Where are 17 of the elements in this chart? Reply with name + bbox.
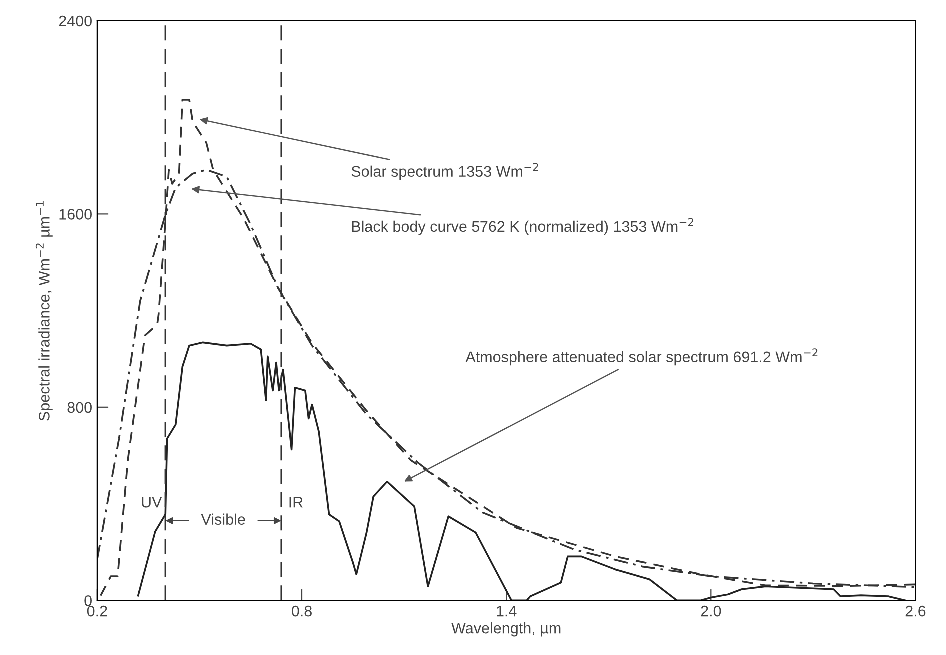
x-tick-label: 2.0 [701, 606, 722, 617]
annotation: Atmosphere attenuated solar spectrum 691.2 Wm$^{−2}$ [466, 348, 818, 366]
y-tick-label: 0 [84, 596, 92, 606]
x-tick-label: 0.8 [292, 606, 312, 617]
x-axis-title: Wavelength, µm [452, 622, 561, 637]
x-tick-label: 0.2 [87, 606, 108, 617]
x-tick-label: 1.4 [497, 606, 517, 617]
y-tick-label: 1600 [60, 209, 92, 220]
x-tick-label: 2.6 [906, 606, 926, 617]
annotation: Visible [201, 514, 246, 526]
annotation: Black body curve 5762 K (normalized) 1353 Wm$^{−2}$ [352, 218, 694, 236]
annotation: Solar spectrum 1353 Wm$^{−2}$ [352, 163, 538, 180]
annotation: UV [142, 497, 162, 508]
annotation: IR [290, 497, 303, 508]
y-tick-label: 800 [68, 402, 92, 414]
y-axis-title: Spectral irradiance, Wm$^{−2}$ µm$^{−1}$ [36, 202, 53, 421]
y-tick-label: 2400 [59, 16, 92, 27]
